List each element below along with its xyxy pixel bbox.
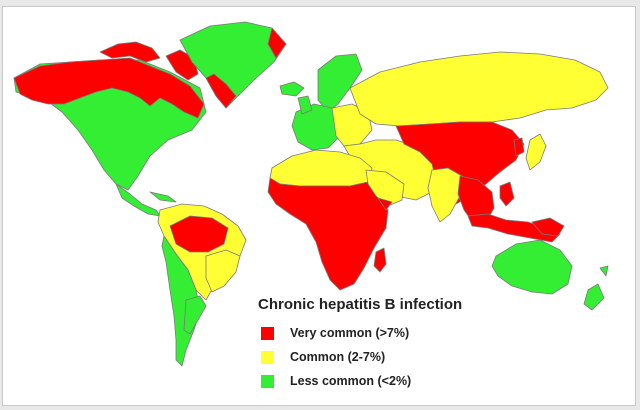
legend-label-common: Common (2-7%) — [290, 350, 386, 364]
amazon-region — [169, 215, 229, 253]
caribbean-region — [149, 191, 177, 203]
korea-region — [513, 137, 525, 157]
legend-item-very-common: Very common (>7%) — [258, 323, 498, 343]
australia-region — [491, 239, 573, 295]
indonesia-region — [467, 213, 561, 243]
japan-region — [525, 133, 547, 171]
philippines-region — [499, 181, 515, 207]
scandinavia-region — [317, 53, 363, 113]
arctic-north-america-region — [13, 57, 205, 119]
madagascar-region — [373, 247, 387, 273]
sub-saharan-africa-region — [267, 177, 389, 291]
legend-swatch-less-common — [261, 374, 274, 388]
new-guinea-region — [531, 217, 565, 237]
yemen-region — [377, 197, 393, 211]
new-zealand-region — [583, 283, 605, 311]
central-america-region — [115, 183, 161, 217]
legend-label-less-common: Less common (<2%) — [290, 374, 412, 388]
russia-region — [349, 51, 609, 127]
arabia-region — [365, 169, 405, 207]
india-region — [427, 167, 463, 223]
legend-swatch-very-common — [261, 326, 274, 340]
pacific-island-region — [599, 265, 609, 277]
greenland-coast-region — [205, 73, 237, 109]
uk-region — [297, 95, 313, 115]
legend-item-less-common: Less common (<2%) — [258, 371, 498, 391]
western-europe-region — [291, 103, 345, 151]
patagonia-region — [183, 295, 207, 335]
legend-item-common: Common (2-7%) — [258, 347, 498, 367]
legend-label-very-common: Very common (>7%) — [290, 326, 410, 340]
brazil-southeast-region — [205, 249, 241, 293]
legend-title: Chronic hepatitis B infection — [258, 296, 463, 313]
canadian-archipelago-region — [99, 41, 161, 63]
legend: Chronic hepatitis B infection Very commo… — [258, 296, 498, 395]
greenland-east-coast-region — [267, 27, 287, 59]
legend-swatch-common — [261, 350, 274, 364]
iceland-region — [279, 81, 305, 97]
east-asia-region — [395, 121, 525, 205]
